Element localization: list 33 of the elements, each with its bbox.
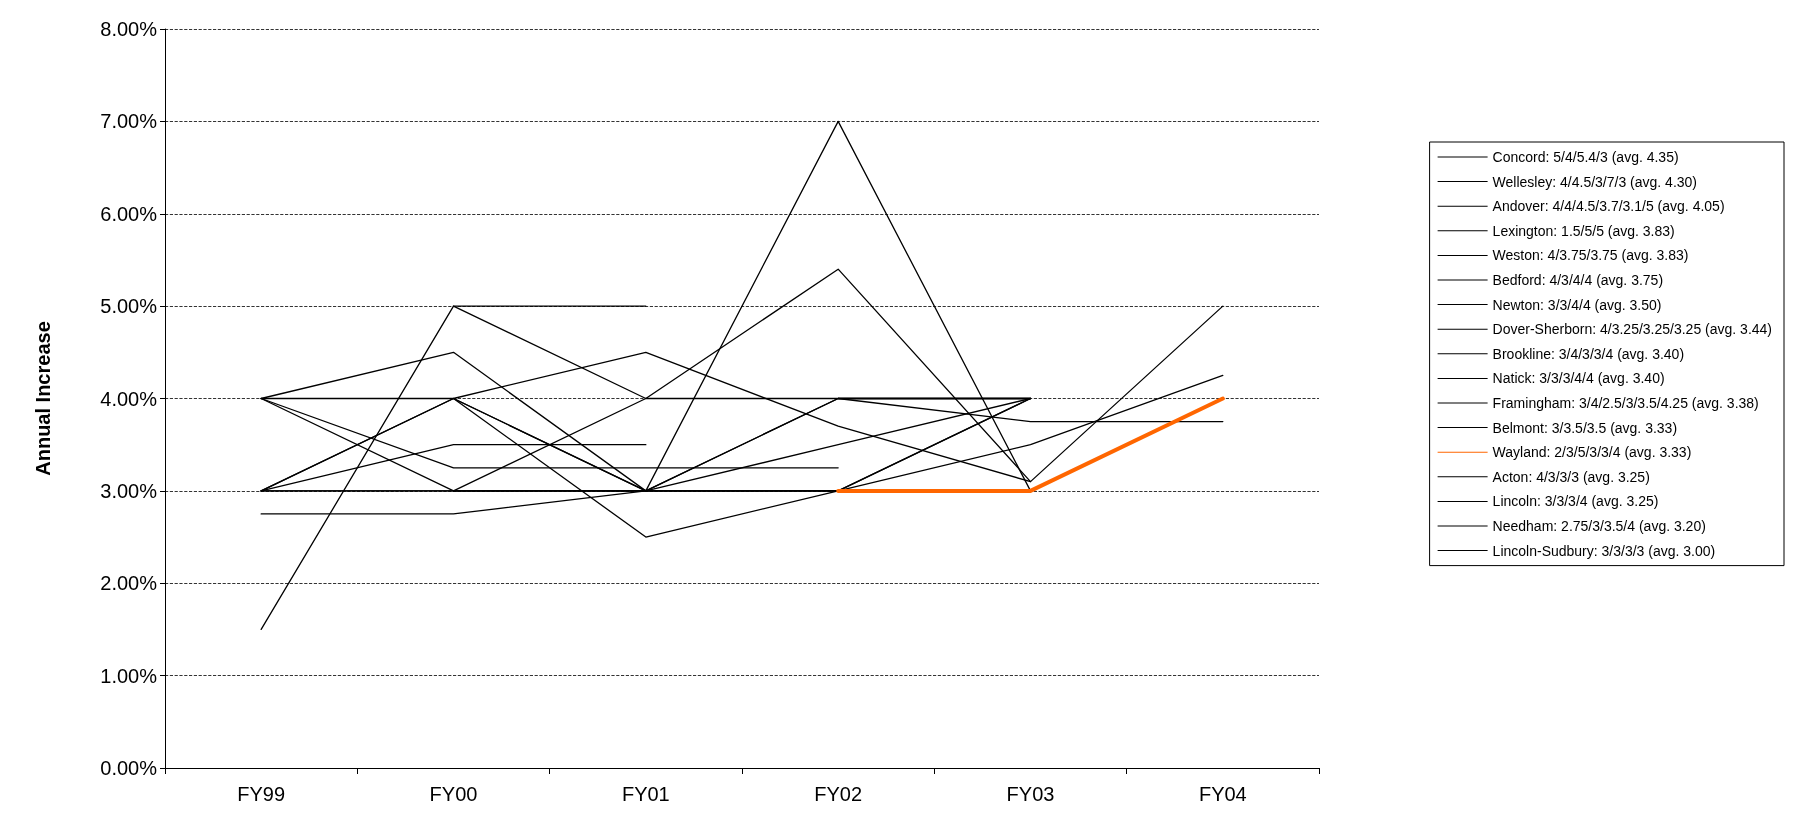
legend-label: Andover: 4/4/4.5/3.7/3.1/5 (avg. 4.05) [1492, 198, 1725, 215]
legend-label: Lexington: 1.5/5/5 (avg. 3.83) [1492, 222, 1675, 239]
y-tick-label: 5.00% [100, 295, 158, 318]
legend-label: Natick: 3/3/3/4/4 (avg. 3.40) [1492, 370, 1665, 387]
legend-label: Bedford: 4/3/4/4 (avg. 3.75) [1492, 272, 1664, 288]
legend-label: Weston: 4/3.75/3.75 (avg. 3.83) [1492, 247, 1689, 264]
y-tick-label: 4.00% [100, 387, 158, 410]
legend-label: Wayland: 2/3/5/3/3/4 (avg. 3.33) [1492, 444, 1692, 461]
y-tick-label: 8.00% [100, 18, 158, 40]
legend-label: Dover-Sherborn: 4/3.25/3.25/3.25 (avg. 3.44) [1492, 321, 1773, 338]
legend-label: Needham: 2.75/3/3.5/4 (avg. 3.20) [1492, 518, 1706, 534]
legend-label: Lincoln: 3/3/3/4 (avg. 3.25) [1492, 493, 1659, 510]
y-tick-label: 2.00% [100, 572, 158, 595]
legend-label: Framingham: 3/4/2.5/3/3.5/4.25 (avg. 3.38) [1492, 395, 1759, 411]
legend-label: Belmont: 3/3.5/3.5 (avg. 3.33) [1492, 419, 1678, 436]
x-tick-label: FY00 [429, 783, 478, 805]
y-tick-label: 6.00% [100, 202, 158, 225]
y-tick-label: 0.00% [100, 757, 158, 779]
legend-label: Acton: 4/3/3/3 (avg. 3.25) [1492, 468, 1650, 485]
x-tick-label: FY01 [621, 783, 670, 805]
legend-label: Brookline: 3/4/3/3/4 (avg. 3.40) [1492, 345, 1685, 362]
legend-label: Concord: 5/4/5.4/3 (avg. 4.35) [1492, 149, 1679, 165]
x-tick-label: FY99 [237, 783, 286, 805]
x-tick-label: FY03 [1006, 783, 1055, 805]
y-axis-title: Annual Increase [32, 321, 54, 476]
legend-label: Wellesley: 4/4.5/3/7/3 (avg. 4.30) [1492, 173, 1698, 190]
y-tick-label: 1.00% [100, 664, 158, 687]
x-tick-label: FY04 [1198, 783, 1247, 805]
x-tick-label: FY02 [814, 783, 863, 805]
y-tick-label: 3.00% [100, 479, 158, 502]
legend-label: Lincoln-Sudbury: 3/3/3/3 (avg. 3.00) [1492, 542, 1716, 559]
legend-label: Newton: 3/3/4/4 (avg. 3.50) [1492, 296, 1662, 313]
y-tick-label: 7.00% [100, 110, 158, 133]
